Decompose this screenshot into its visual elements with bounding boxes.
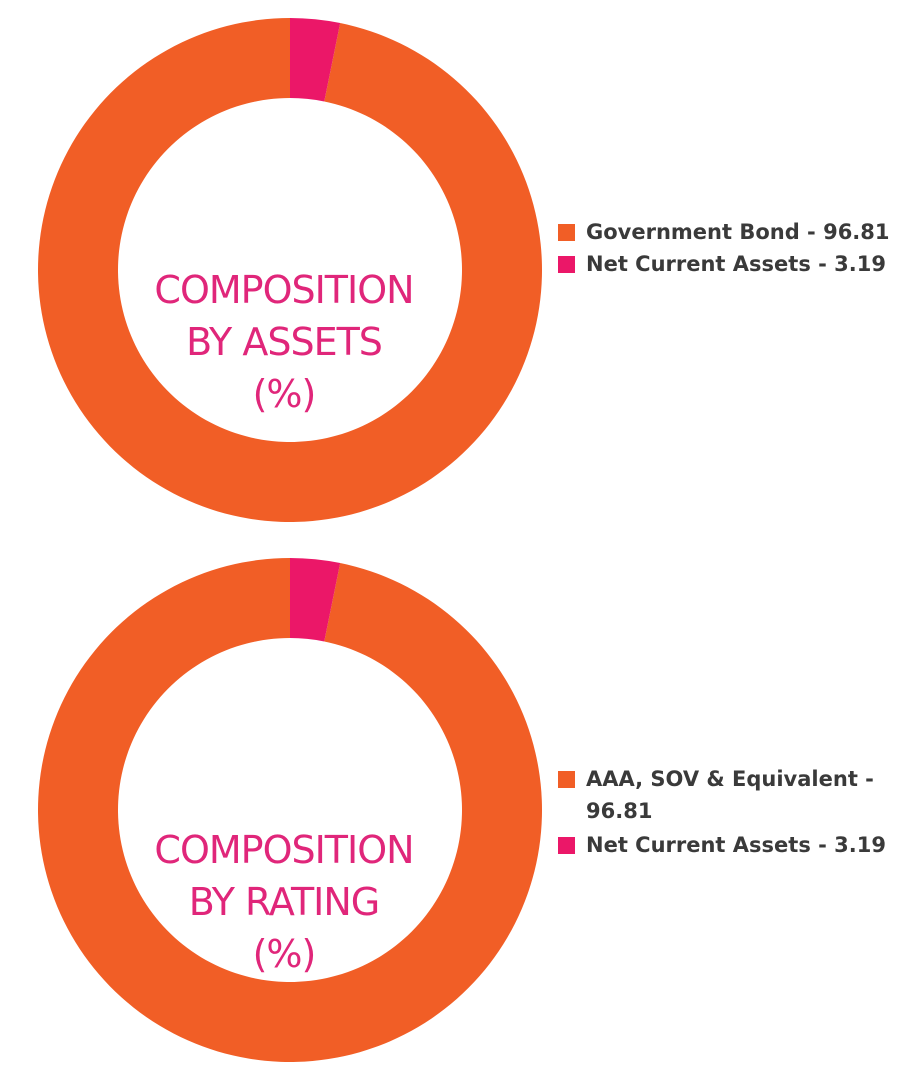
assets-donut <box>38 18 543 522</box>
rating-center-label-line-2: BY RATING <box>188 880 380 924</box>
donut-slice-net-current-assets <box>290 18 341 102</box>
donut-slice-government-bond <box>38 18 543 522</box>
rating-donut <box>38 558 543 1062</box>
legend-swatch-secondary <box>558 837 575 854</box>
legend-label: Government Bond - 96.81 <box>586 220 890 244</box>
legend-swatch-secondary <box>558 256 575 273</box>
legend-item-aaa-sov-equivalent: AAA, SOV & Equivalent - 96.81 <box>558 763 898 827</box>
rating-center-label: COMPOSITION BY RATING (%) <box>124 824 444 980</box>
rating-legend: AAA, SOV & Equivalent - 96.81 Net Curren… <box>558 763 898 861</box>
assets-center-label: COMPOSITION BY ASSETS (%) <box>124 264 444 420</box>
legend-label: Net Current Assets - 3.19 <box>586 833 886 857</box>
legend-swatch-primary <box>558 771 575 788</box>
legend-item-government-bond: Government Bond - 96.81 <box>558 216 898 248</box>
legend-label: AAA, SOV & Equivalent - 96.81 <box>586 767 874 823</box>
assets-center-label-line-2: BY ASSETS <box>186 320 383 364</box>
legend-swatch-primary <box>558 224 575 241</box>
legend-label: Net Current Assets - 3.19 <box>586 252 886 276</box>
composition-by-assets-chart: COMPOSITION BY ASSETS (%) Government Bon… <box>38 18 898 522</box>
donut-slice-aaa-sov-equivalent <box>38 558 543 1062</box>
legend-item-net-current-assets: Net Current Assets - 3.19 <box>558 829 898 861</box>
assets-legend: Government Bond - 96.81 Net Current Asse… <box>558 216 898 280</box>
composition-by-rating-chart: COMPOSITION BY RATING (%) AAA, SOV & Equ… <box>0 540 913 1080</box>
assets-center-label-line-3: (%) <box>252 372 317 416</box>
rating-center-label-line-1: COMPOSITION <box>154 828 414 872</box>
rating-center-label-line-3: (%) <box>252 932 317 976</box>
legend-item-net-current-assets: Net Current Assets - 3.19 <box>558 248 898 280</box>
assets-center-label-line-1: COMPOSITION <box>154 268 414 312</box>
donut-slice-net-current-assets <box>290 558 341 642</box>
